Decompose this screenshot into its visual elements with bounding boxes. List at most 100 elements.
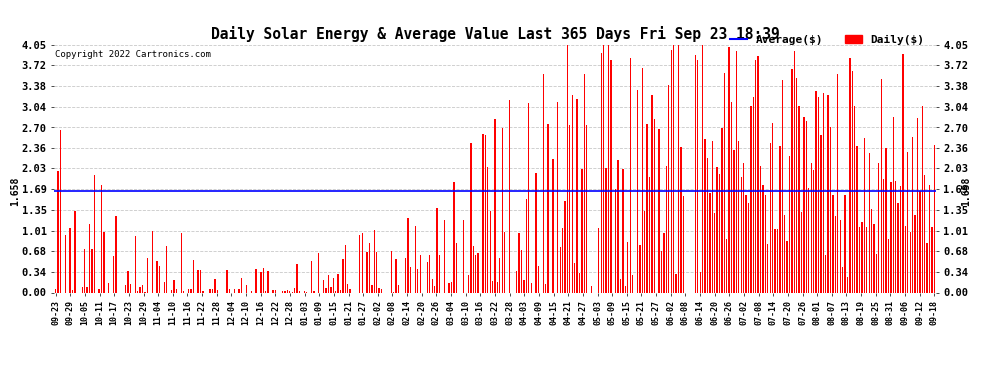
Bar: [576, 99, 578, 292]
Bar: [371, 285, 372, 292]
Bar: [653, 119, 655, 292]
Bar: [883, 179, 884, 292]
Bar: [762, 185, 763, 292]
Bar: [927, 243, 928, 292]
Bar: [627, 242, 629, 292]
Bar: [113, 256, 114, 292]
Bar: [524, 280, 525, 292]
Bar: [137, 291, 139, 292]
Bar: [536, 172, 537, 292]
Bar: [557, 102, 558, 292]
Bar: [395, 259, 397, 292]
Bar: [492, 281, 493, 292]
Bar: [642, 69, 643, 292]
Bar: [89, 224, 90, 292]
Bar: [620, 279, 621, 292]
Bar: [830, 128, 832, 292]
Bar: [296, 264, 298, 292]
Bar: [919, 191, 921, 292]
Bar: [432, 279, 433, 292]
Bar: [289, 291, 290, 292]
Bar: [227, 270, 228, 292]
Bar: [64, 235, 66, 292]
Bar: [709, 193, 711, 292]
Bar: [764, 195, 766, 292]
Bar: [140, 286, 141, 292]
Bar: [274, 290, 276, 292]
Bar: [615, 189, 617, 292]
Bar: [739, 141, 740, 292]
Bar: [774, 229, 776, 292]
Bar: [304, 291, 305, 292]
Bar: [340, 290, 342, 292]
Bar: [851, 71, 853, 292]
Bar: [719, 174, 720, 292]
Bar: [190, 289, 191, 292]
Bar: [335, 291, 337, 292]
Bar: [545, 284, 546, 292]
Bar: [470, 143, 471, 292]
Bar: [924, 175, 926, 292]
Bar: [472, 246, 474, 292]
Bar: [734, 150, 735, 292]
Bar: [842, 267, 843, 292]
Bar: [823, 93, 824, 292]
Bar: [147, 258, 148, 292]
Bar: [128, 271, 129, 292]
Bar: [704, 139, 706, 292]
Bar: [569, 125, 570, 292]
Bar: [586, 125, 587, 292]
Bar: [838, 74, 839, 292]
Bar: [601, 53, 602, 292]
Bar: [125, 285, 127, 292]
Bar: [429, 255, 431, 292]
Bar: [188, 290, 189, 292]
Bar: [755, 60, 756, 292]
Bar: [69, 228, 71, 292]
Bar: [574, 263, 575, 292]
Bar: [373, 230, 375, 292]
Bar: [821, 135, 822, 292]
Bar: [731, 102, 733, 292]
Bar: [130, 284, 131, 292]
Bar: [801, 212, 802, 292]
Bar: [878, 163, 879, 292]
Bar: [359, 236, 360, 292]
Bar: [214, 279, 216, 292]
Text: 1.658: 1.658: [11, 177, 21, 206]
Bar: [571, 95, 573, 292]
Bar: [326, 288, 327, 292]
Bar: [915, 214, 916, 292]
Bar: [791, 69, 793, 292]
Bar: [912, 136, 914, 292]
Bar: [673, 45, 674, 292]
Bar: [714, 213, 716, 292]
Bar: [408, 218, 409, 292]
Bar: [932, 227, 933, 292]
Bar: [255, 269, 256, 292]
Bar: [813, 170, 815, 292]
Bar: [729, 47, 730, 292]
Bar: [57, 171, 58, 292]
Bar: [502, 128, 503, 292]
Bar: [347, 285, 348, 292]
Bar: [526, 199, 527, 292]
Bar: [299, 291, 300, 292]
Bar: [816, 92, 817, 292]
Bar: [84, 249, 85, 292]
Bar: [531, 283, 532, 292]
Bar: [784, 215, 785, 292]
Bar: [489, 211, 491, 292]
Bar: [767, 244, 768, 292]
Bar: [581, 169, 582, 292]
Bar: [640, 245, 641, 292]
Bar: [868, 153, 870, 292]
Bar: [265, 291, 266, 292]
Bar: [323, 280, 325, 292]
Bar: [779, 147, 780, 292]
Bar: [241, 278, 243, 292]
Bar: [757, 56, 758, 292]
Bar: [745, 195, 746, 292]
Bar: [499, 258, 501, 292]
Bar: [521, 249, 522, 292]
